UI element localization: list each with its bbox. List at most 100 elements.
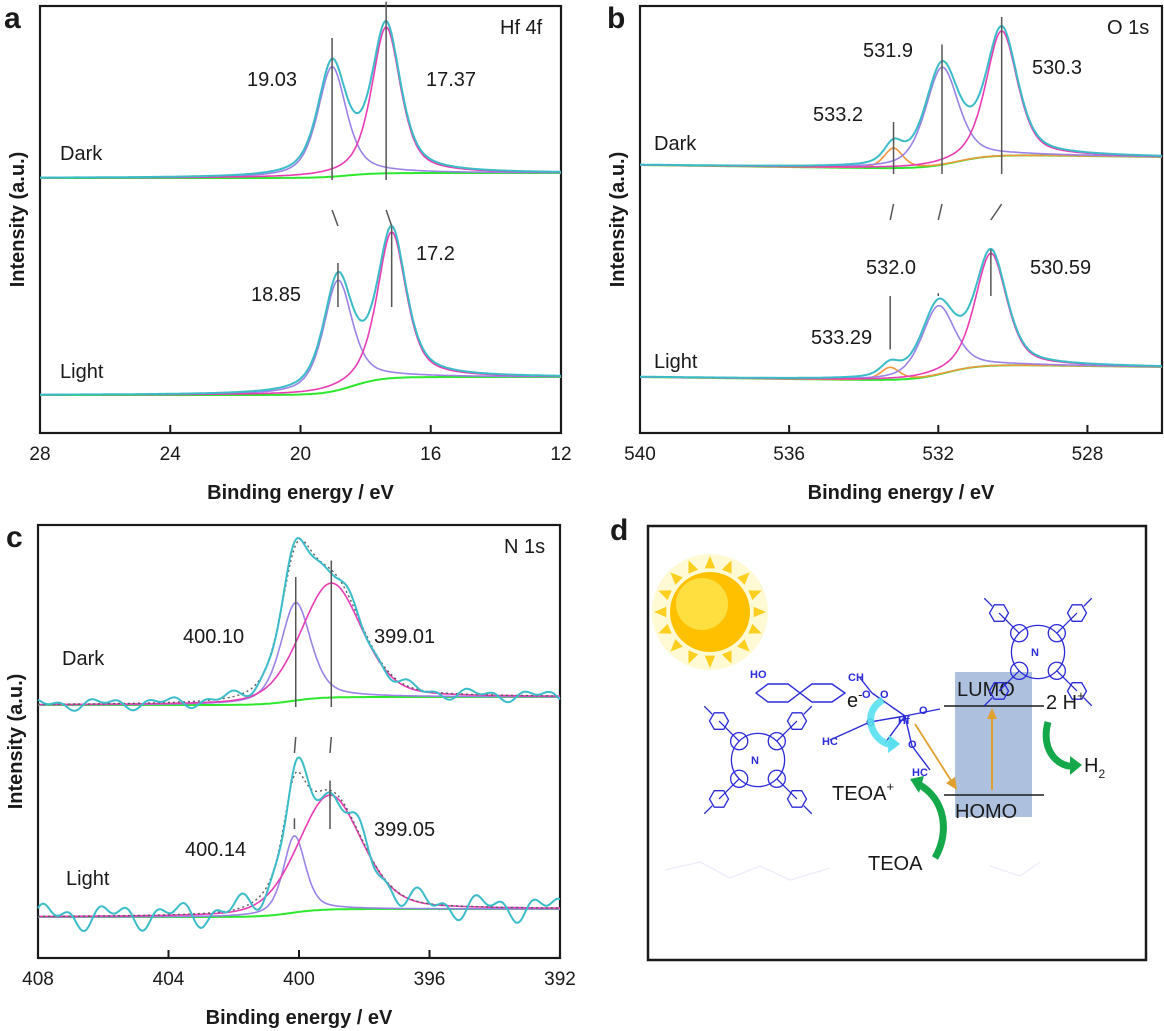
x-tick-label: 396 — [414, 969, 446, 990]
molecule-bond — [786, 712, 808, 730]
nitrogen-label: N — [751, 755, 759, 767]
peak-label: 533.2 — [813, 104, 863, 126]
state-label-dark: Dark — [62, 648, 105, 670]
molecule-bond — [730, 732, 786, 788]
fit-component-532.0 — [640, 304, 1162, 380]
peak-label: 399.05 — [374, 819, 435, 841]
fit-envelope — [40, 224, 561, 396]
oxidation-arrow — [918, 782, 947, 860]
molecule-bond — [786, 790, 808, 808]
molecule-bond — [1056, 670, 1078, 692]
panel-a: 28 24 20 16 12 Binding energy / eV Intensity (… — [4, 1, 572, 504]
x-tick-label: 28 — [29, 444, 50, 465]
proton-label: 2 H+ — [1046, 688, 1085, 714]
x-axis-label: Binding energy / eV — [206, 1007, 393, 1029]
molecule-bond — [708, 790, 730, 808]
porphyrin-ligand-right: N — [983, 597, 1093, 707]
x-tick-label: 540 — [624, 444, 656, 465]
molecule-bond — [729, 769, 749, 789]
hydrogen-label: H2 — [1084, 755, 1105, 781]
sun-ray — [737, 639, 750, 652]
molecule-bond — [776, 778, 798, 800]
molecule-bond — [1083, 597, 1093, 607]
peak-label: 531.9 — [863, 40, 913, 62]
sun-ray — [658, 623, 672, 634]
core-level-label: N 1s — [504, 536, 545, 558]
sun-ray — [753, 606, 766, 618]
molecule-bond — [983, 697, 993, 707]
molecule-bond — [703, 705, 713, 715]
sun-ray — [704, 655, 716, 668]
peak-shift-connector — [293, 736, 297, 754]
molecule-bond — [998, 612, 1020, 634]
sun-ray — [688, 560, 699, 574]
fit-envelope — [40, 20, 561, 179]
molecule-bond — [1009, 661, 1029, 681]
x-tick-label: 392 — [544, 969, 576, 990]
molecule-bond — [703, 805, 713, 815]
sun-ray — [654, 606, 667, 618]
x-tick-label: 408 — [22, 969, 54, 990]
peak-label: 17.2 — [416, 243, 455, 265]
state-label-dark: Dark — [654, 133, 697, 155]
x-tick-label: 16 — [420, 444, 441, 465]
sun-ray — [737, 572, 750, 585]
molecule-bond — [988, 682, 1010, 700]
sun-ray — [658, 590, 672, 601]
x-axis-label: Binding energy / eV — [207, 482, 394, 504]
molecule-bond — [1047, 623, 1067, 643]
svg-text:HC: HC — [822, 736, 838, 748]
molecule-bond — [767, 731, 787, 751]
molecule-bond — [1010, 624, 1066, 680]
x-tick-label: 528 — [1072, 444, 1104, 465]
peak-label: 530.3 — [1032, 57, 1082, 79]
lumo-label: LUMO — [957, 679, 1015, 701]
molecule-bond — [776, 720, 798, 742]
molecule-bond — [1056, 612, 1078, 634]
peak-label: 400.14 — [185, 839, 246, 861]
peak-shift-connector — [990, 203, 1003, 221]
electron-label: e- — [847, 687, 862, 712]
fit-component-400.14 — [38, 835, 560, 918]
x-tick-label: 400 — [283, 969, 315, 990]
excitation-arrowhead — [987, 708, 997, 719]
peak-label: 530.59 — [1030, 257, 1091, 279]
svg-text:Hf: Hf — [898, 715, 910, 727]
sun-ray — [670, 639, 683, 652]
fit-envelope — [37, 756, 561, 933]
fit-envelope — [640, 247, 1163, 379]
plot-frame — [36, 523, 562, 960]
state-label-dark: Dark — [60, 143, 103, 165]
svg-text:CH: CH — [848, 672, 864, 684]
svg-text:HO: HO — [750, 669, 767, 681]
peak-label: 532.0 — [866, 257, 916, 279]
peak-label: 18.85 — [251, 284, 301, 306]
peak-shift-connector — [889, 203, 895, 221]
molecule-bond — [998, 670, 1020, 692]
electron-transfer-arrowhead — [888, 735, 900, 753]
peak-shift-connector — [385, 209, 393, 227]
svg-text:O: O — [919, 705, 928, 717]
molecule-bond — [729, 731, 749, 751]
raw-data — [37, 538, 561, 705]
faint-bond — [664, 861, 1041, 881]
molecule-bond — [803, 805, 813, 815]
sun-ray — [748, 623, 762, 634]
x-tick-label: 532 — [922, 444, 954, 465]
panel-d: d LUMO HOMO Hf O O O — [610, 514, 1148, 962]
sun-ray — [670, 572, 683, 585]
x-tick-label: 24 — [160, 444, 182, 465]
peak-label: 19.03 — [247, 69, 297, 91]
panel-c: 408 404 400 396 392 Binding energy / eV Intens… — [5, 521, 576, 1029]
molecule-bond — [988, 604, 1010, 622]
raw-data — [38, 770, 560, 917]
porphyrin-ligand-left: N — [703, 705, 813, 815]
scheme-frame — [646, 524, 1148, 962]
oxidation-arrowhead — [910, 776, 924, 793]
svg-text:HC: HC — [912, 767, 928, 779]
core-level-label: Hf 4f — [500, 17, 543, 39]
sun-icon — [652, 554, 768, 670]
panel-b: 540 536 532 528 Binding energy / eV Intensity… — [607, 2, 1164, 504]
peak-label: 533.29 — [811, 327, 872, 349]
